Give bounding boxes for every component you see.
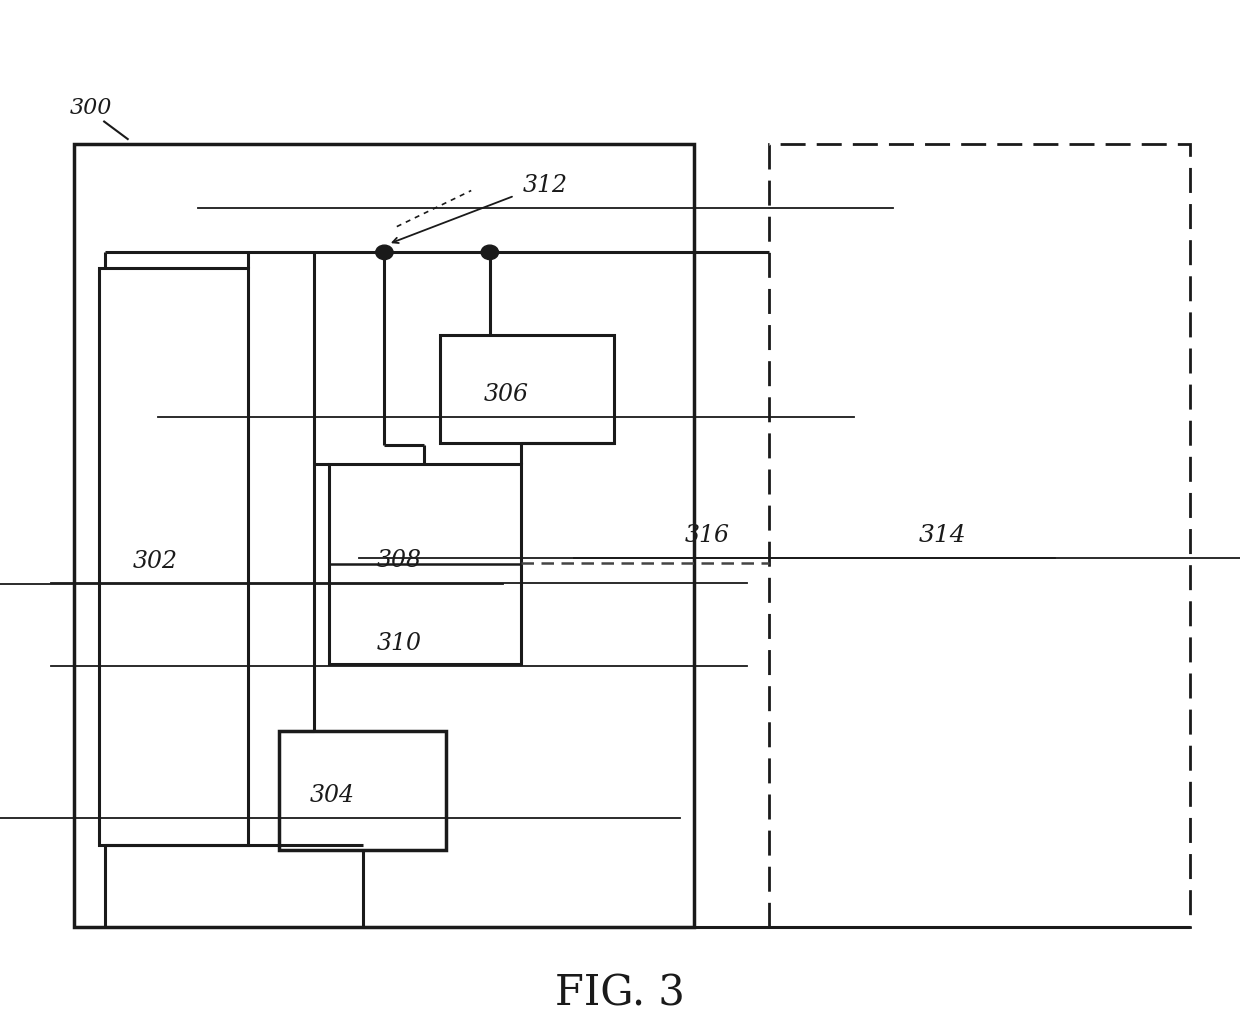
Text: 300: 300 bbox=[69, 97, 112, 119]
Bar bbox=[769, 144, 1190, 927]
Circle shape bbox=[376, 245, 393, 260]
Text: 316: 316 bbox=[684, 524, 729, 547]
Text: 308: 308 bbox=[377, 549, 422, 572]
Text: 302: 302 bbox=[133, 550, 177, 573]
Bar bbox=[440, 335, 614, 443]
Text: FIG. 3: FIG. 3 bbox=[556, 973, 684, 1015]
Text: 314: 314 bbox=[919, 524, 966, 547]
Text: 304: 304 bbox=[310, 784, 355, 806]
Bar bbox=[99, 268, 248, 845]
Text: 306: 306 bbox=[484, 383, 528, 406]
Bar bbox=[74, 144, 694, 927]
Text: 310: 310 bbox=[377, 632, 422, 655]
Bar bbox=[329, 464, 521, 664]
Bar bbox=[279, 731, 446, 850]
Text: 312: 312 bbox=[523, 174, 568, 197]
Circle shape bbox=[481, 245, 498, 260]
